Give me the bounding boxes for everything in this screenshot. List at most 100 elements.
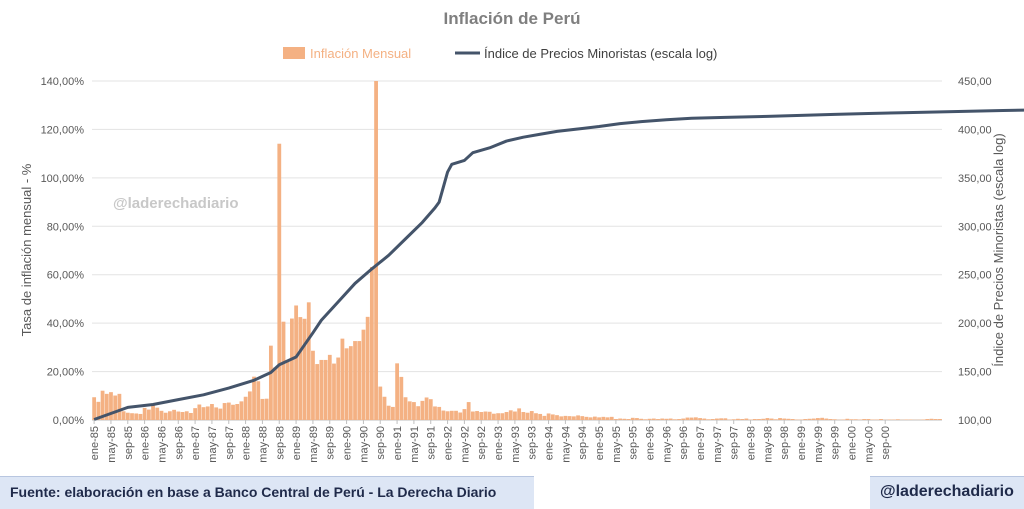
bar: [290, 318, 294, 420]
x-tick-label: ene-99: [796, 426, 808, 460]
bar: [449, 410, 454, 420]
bar: [294, 305, 299, 420]
y-axis-right-label: Índice de Precios Minoristas (escala log…: [991, 133, 1006, 366]
bar: [252, 376, 256, 420]
x-tick-label: may-00: [863, 426, 875, 463]
bar: [761, 418, 766, 420]
bar: [773, 419, 778, 420]
bar: [601, 416, 606, 420]
bar: [146, 409, 151, 420]
bar: [790, 419, 795, 420]
bar: [235, 404, 240, 420]
bar: [702, 418, 707, 420]
x-tick-label: sep-89: [325, 426, 337, 460]
bar: [302, 318, 307, 420]
x-tick-label: ene-92: [443, 426, 455, 460]
y-left-tick-label: 20,00%: [47, 367, 85, 379]
bar: [778, 418, 782, 420]
y-left-tick-label: 40,00%: [47, 318, 85, 330]
bar: [369, 266, 374, 420]
bar: [323, 359, 328, 420]
x-tick-label: may-91: [409, 426, 421, 463]
y-right-tick-label: 350,00: [958, 173, 992, 185]
bar: [454, 410, 458, 420]
bar: [184, 411, 189, 420]
bar: [593, 416, 597, 420]
bar: [672, 419, 677, 420]
bar: [752, 419, 757, 420]
bar: [706, 419, 711, 420]
bar: [92, 397, 97, 420]
y-left-tick-label: 60,00%: [47, 270, 85, 282]
bar: [828, 419, 833, 420]
bar: [685, 417, 690, 420]
legend: Inflación Mensual Índice de Precios Mino…: [283, 46, 717, 61]
bar: [559, 416, 564, 420]
bar: [285, 360, 290, 420]
bar: [622, 418, 627, 420]
x-tick-label: ene-96: [645, 426, 657, 460]
bar-series: [92, 81, 942, 420]
x-tick-label: may-92: [459, 426, 471, 463]
bar: [189, 412, 193, 420]
x-tick-label: sep-86: [173, 426, 185, 460]
x-tick-label: may-93: [510, 426, 522, 463]
x-tick-label: ene-91: [392, 426, 404, 460]
bar: [159, 410, 164, 420]
bar: [849, 419, 854, 420]
bar: [609, 416, 614, 420]
bar: [117, 393, 122, 420]
bar: [668, 418, 673, 420]
bar: [845, 418, 850, 420]
bar: [428, 399, 433, 420]
bar: [462, 409, 467, 420]
bar: [121, 411, 126, 420]
bar: [205, 406, 210, 420]
bar: [677, 419, 681, 420]
x-tick-label: ene-90: [342, 426, 354, 460]
x-tick-label: may-87: [207, 426, 219, 463]
x-tick-label: ene-94: [544, 426, 556, 460]
bar: [765, 418, 770, 420]
bar: [879, 419, 883, 420]
bar: [420, 400, 425, 420]
bar: [357, 341, 362, 420]
bar: [580, 416, 585, 420]
x-tick-label: may-88: [257, 426, 269, 463]
line-series: [93, 108, 1024, 421]
gridlines: [92, 80, 942, 421]
x-tick-label: sep-00: [880, 426, 892, 460]
bar: [698, 418, 702, 420]
bar: [723, 418, 728, 420]
bar: [353, 341, 357, 420]
bar: [361, 329, 366, 420]
bar: [651, 418, 656, 420]
bar: [664, 418, 669, 420]
bar: [155, 407, 160, 420]
bar: [769, 418, 774, 420]
bar: [201, 407, 206, 420]
x-tick-label: sep-97: [729, 426, 741, 460]
y-left-tick-label: 140,00%: [41, 76, 85, 88]
bar: [731, 419, 736, 420]
bar: [163, 412, 168, 420]
bar: [710, 419, 715, 420]
bar: [138, 413, 143, 420]
bar: [311, 350, 315, 420]
bar: [130, 413, 134, 420]
bar: [866, 419, 871, 420]
bar: [327, 354, 332, 420]
bar: [168, 411, 172, 420]
bar: [719, 418, 724, 420]
bar: [134, 413, 139, 420]
x-tick-label: sep-88: [274, 426, 286, 460]
bar: [239, 401, 244, 420]
x-tick-label: may-95: [611, 426, 623, 463]
bar: [424, 397, 429, 420]
bar: [319, 359, 324, 420]
x-tick-label: ene-86: [140, 426, 152, 460]
handle-text: @laderechadiario: [880, 483, 1014, 500]
bar: [546, 413, 551, 420]
bar: [496, 413, 500, 420]
x-tick-label: sep-95: [628, 426, 640, 460]
